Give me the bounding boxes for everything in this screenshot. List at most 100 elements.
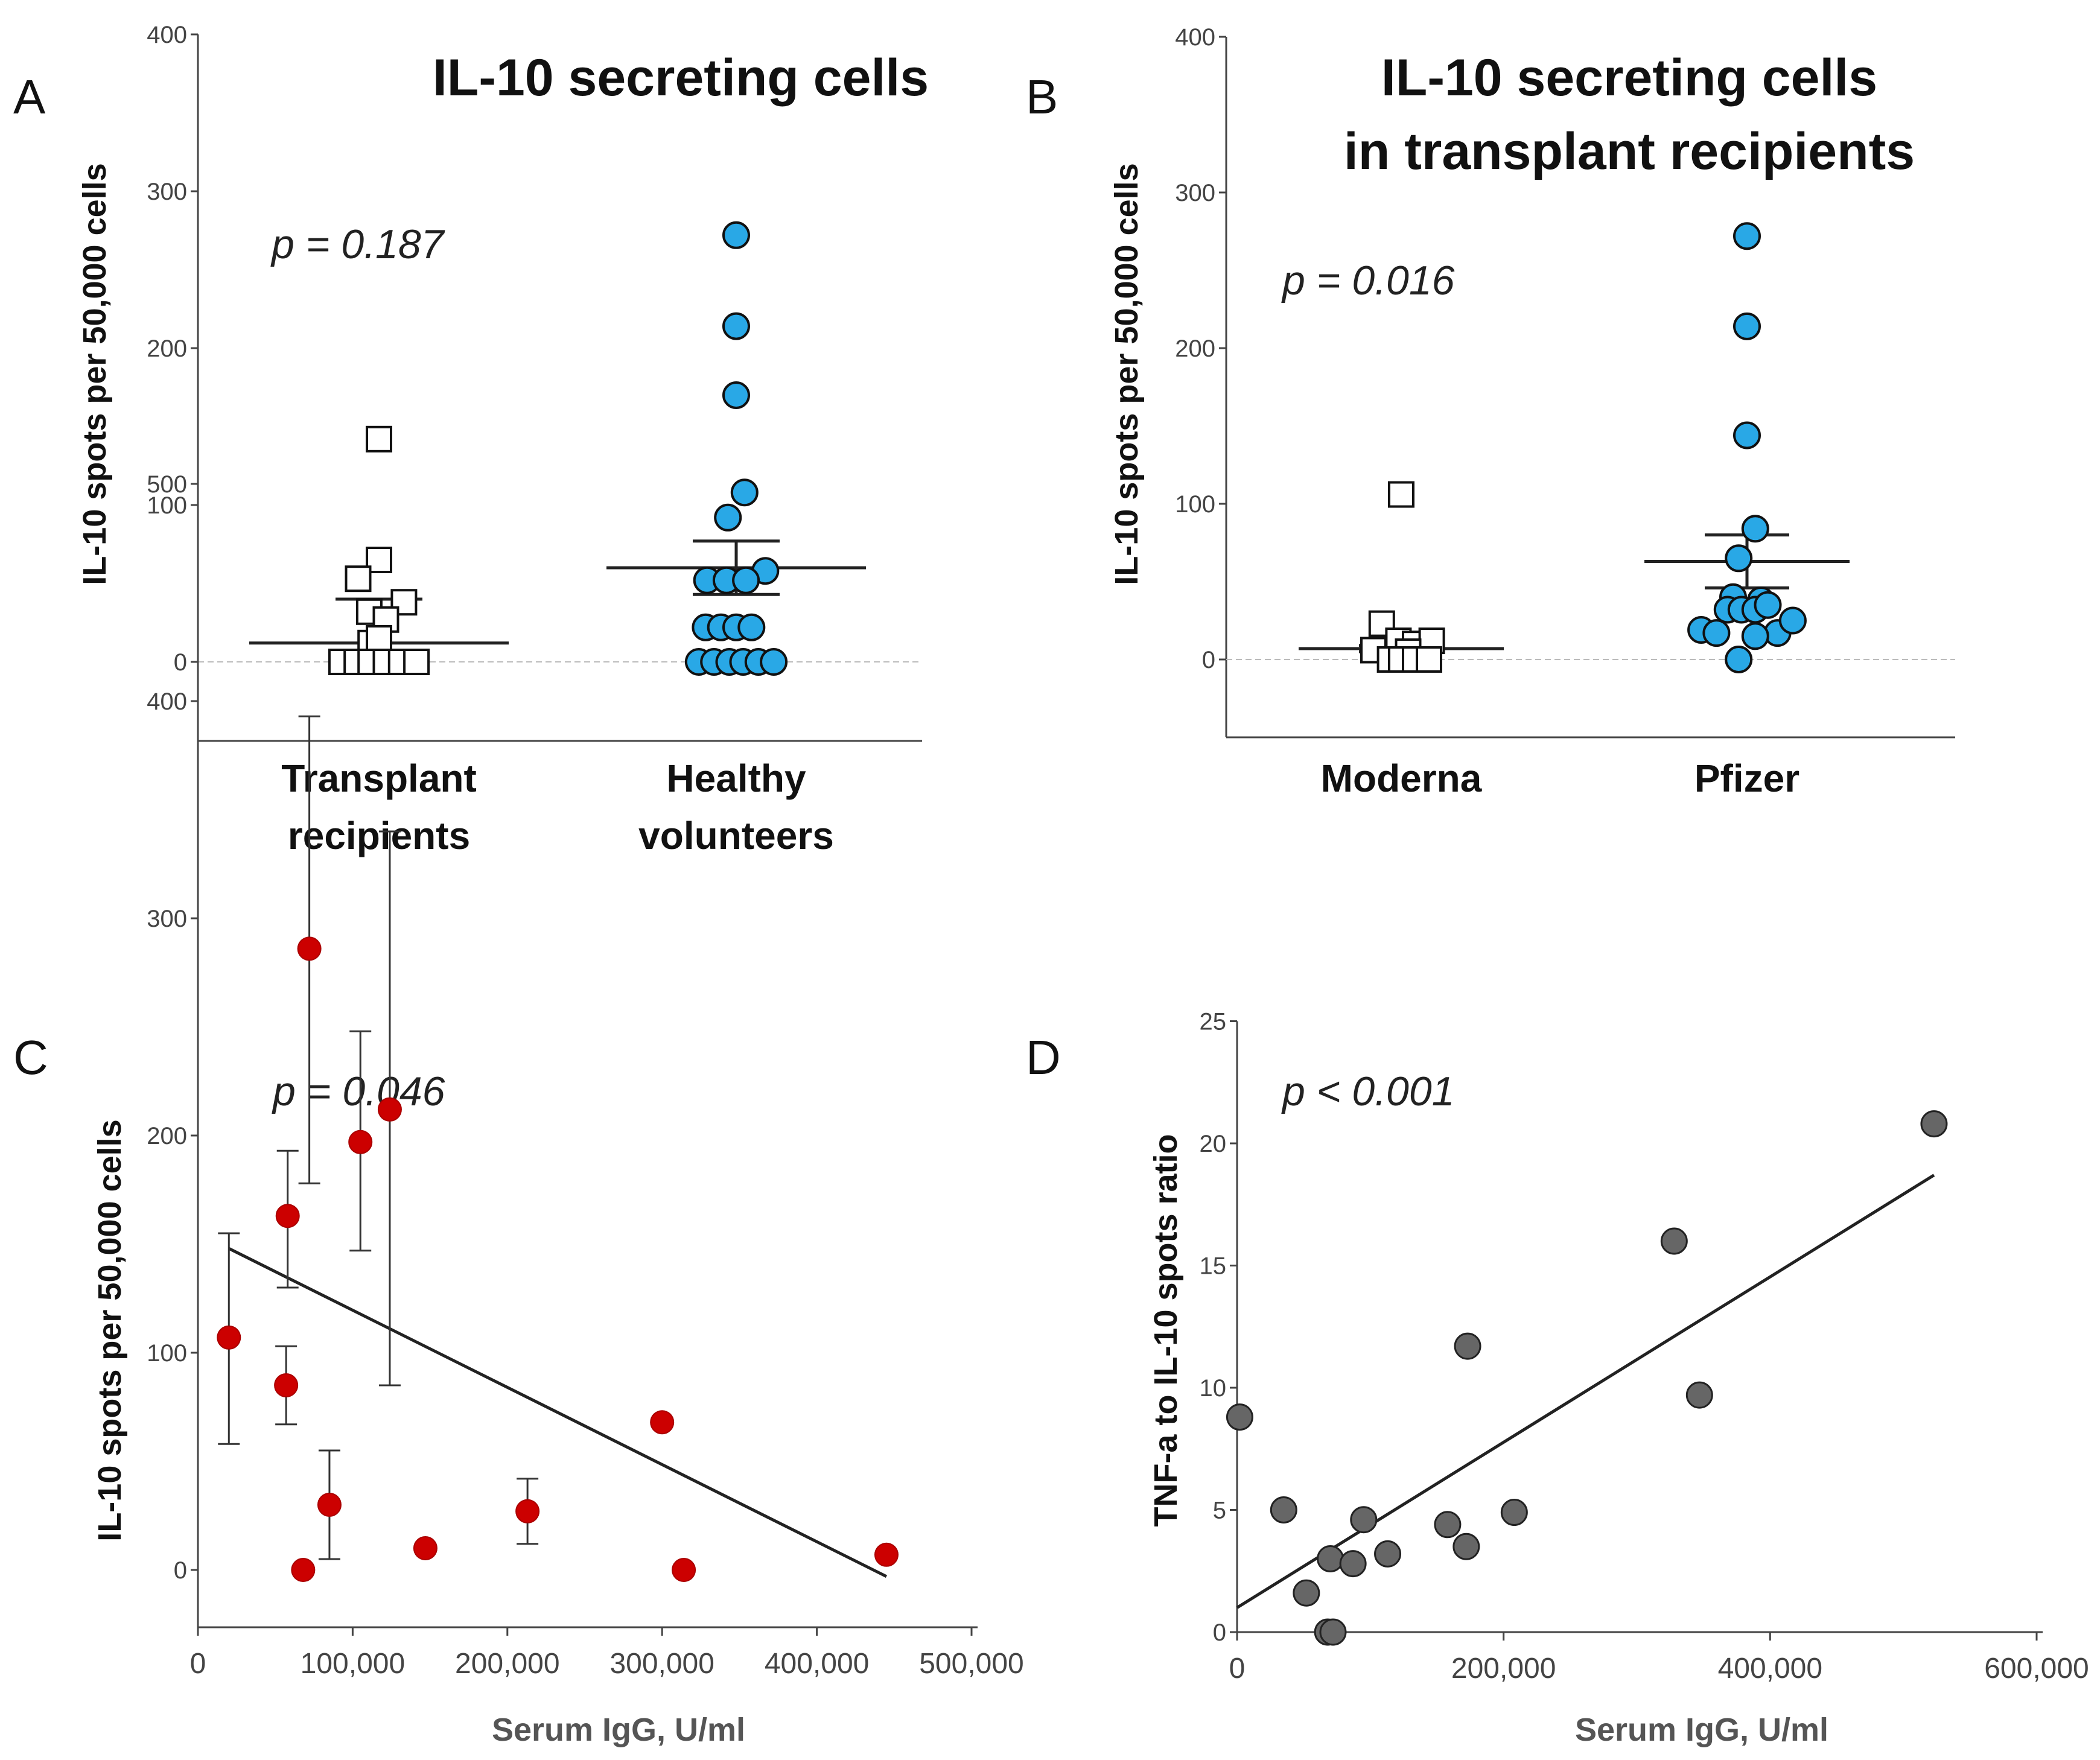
panel-a-y-tick-label-2: 200 (147, 335, 187, 362)
panel-c-y-tick-label-4: 400 (147, 688, 187, 715)
panel-label-b: B (1026, 70, 1058, 124)
panel-d-point-0 (1226, 1403, 1253, 1431)
panel-d-y-tick-label-5: 25 (1200, 1009, 1227, 1035)
panel-b-point-1-12 (1702, 619, 1731, 647)
panel-b-y-tick-label-0: 0 (1202, 647, 1215, 673)
panel-d-x-axis-label: Serum IgG, U/ml (1575, 1712, 1828, 1748)
panel-c-x-tick-label-3: 300,000 (609, 1648, 714, 1680)
panel-d-point-9 (1434, 1511, 1462, 1539)
panel-b-y-tick-label-3: 300 (1175, 180, 1215, 206)
panel-c-point-1 (274, 1373, 299, 1397)
panel-c-point-6 (348, 1129, 373, 1154)
panel-b-y-tick-label-4: 400 (1175, 24, 1215, 51)
panel-c-y-axis-label: IL-10 spots per 50,000 cells (92, 1119, 128, 1541)
panel-a-point-0-2 (345, 565, 372, 592)
panel-label-a: A (13, 70, 46, 124)
panel-c-x-tick-label-1: 100,000 (301, 1648, 406, 1680)
panel-c-point-11 (672, 1558, 696, 1582)
panel-c-point-12 (874, 1542, 899, 1567)
panel-a-y-tick-label-1: 100 (147, 492, 187, 519)
panel-d-y-tick-label-2: 10 (1200, 1375, 1227, 1402)
panel-b-title-line-2: in transplant recipients (1344, 122, 1915, 180)
panel-a-category-label-0-1: recipients (288, 814, 470, 857)
panel-c-trendline (228, 1247, 888, 1578)
panel-d-y-tick-label-4: 20 (1200, 1131, 1227, 1157)
panel-d-point-12 (1500, 1499, 1528, 1526)
panel-c-p-value: p = 0.046 (272, 1069, 445, 1114)
panel-c: C p = 0.046 IL-10 spots per 50,000 cells… (13, 471, 1024, 1748)
panel-a-point-1-3 (730, 478, 759, 507)
panel-a: A IL-10 secreting cells p = 0.187 IL-10 … (13, 22, 929, 857)
panel-b-point-1-16 (1741, 622, 1769, 650)
panel-a-y-tick-label-4: 400 (147, 22, 187, 48)
panel-label-d: D (1026, 1031, 1061, 1084)
panel-b-category-label-1-0: Pfizer (1694, 757, 1799, 800)
panel-a-point-1-8 (732, 566, 760, 594)
panel-d-point-13 (1660, 1227, 1688, 1255)
panel-d-y-tick-label-0: 0 (1213, 1619, 1226, 1646)
panel-a-point-1-4 (714, 503, 742, 532)
panel-b-y-axis-label: IL-10 spots per 50,000 cells (1109, 163, 1145, 585)
panel-d-point-2 (1293, 1579, 1320, 1607)
panel-a-point-1-0 (722, 221, 750, 249)
panel-c-point-4 (297, 936, 322, 961)
panel-b-point-1-14 (1778, 606, 1807, 635)
panel-b-point-0-10 (1416, 646, 1442, 673)
panel-b-category-label-0-0: Moderna (1321, 757, 1482, 800)
panel-b-y-tick-label-2: 200 (1175, 335, 1215, 362)
panel-a-point-1-12 (737, 613, 766, 641)
panel-a-p-value: p = 0.187 (270, 221, 445, 267)
panel-d-point-14 (1685, 1381, 1713, 1409)
panel-b-point-1-10 (1754, 591, 1782, 619)
panel-a-title: IL-10 secreting cells (433, 49, 929, 107)
panel-c-point-2 (275, 1204, 300, 1228)
panel-b-point-1-15 (1725, 646, 1753, 673)
panel-c-y-tick-label-2: 200 (147, 1123, 187, 1149)
panel-d-x-tick-label-3: 600,000 (1984, 1653, 2089, 1685)
panel-d-point-10 (1452, 1533, 1480, 1560)
panel-b-y-tick-label-1: 100 (1175, 491, 1215, 518)
panel-a-point-0-7 (366, 625, 392, 652)
panel-c-point-0 (217, 1325, 241, 1350)
panel-c-point-8 (413, 1536, 438, 1560)
panel-d-point-11 (1454, 1332, 1481, 1360)
panel-d-y-tick-label-1: 5 (1213, 1498, 1226, 1524)
panel-d-y-tick-label-3: 15 (1200, 1253, 1227, 1280)
panel-b-p-value: p = 0.016 (1281, 258, 1455, 303)
panel-c-y-tick-label-5: 500 (147, 471, 187, 498)
panel-c-point-9 (515, 1499, 540, 1523)
panel-d-x-tick-label-2: 400,000 (1718, 1653, 1823, 1685)
panel-b-point-1-0 (1733, 222, 1761, 250)
panel-d: D p < 0.001 TNF-a to IL-10 spots ratio S… (1026, 1009, 2089, 1749)
panel-d-point-7 (1350, 1506, 1378, 1534)
panel-c-point-5 (317, 1493, 342, 1517)
panel-a-y-axis-label: IL-10 spots per 50,000 cells (77, 163, 113, 585)
panel-c-x-tick-label-5: 500,000 (919, 1648, 1024, 1680)
panel-c-x-tick-label-4: 400,000 (765, 1648, 870, 1680)
panel-b-point-1-3 (1741, 515, 1769, 543)
panel-a-point-0-13 (403, 649, 430, 675)
panel-a-point-0-0 (366, 425, 392, 453)
panel-c-x-tick-label-2: 200,000 (455, 1648, 560, 1680)
panel-b-point-0-0 (1388, 481, 1414, 508)
panel-a-category-label-1-0: Healthy (666, 757, 806, 800)
panel-a-y-tick-label-0: 0 (174, 649, 187, 676)
panel-b-point-1-1 (1733, 312, 1761, 340)
panel-d-point-5 (1317, 1545, 1344, 1572)
panel-a-category-label-0-0: Transplant (281, 757, 477, 800)
panel-d-point-8 (1374, 1540, 1402, 1568)
panel-a-point-1-1 (722, 312, 750, 340)
panel-c-x-tick-label-0: 0 (190, 1648, 206, 1680)
panel-b: B IL-10 secreting cells in transplant re… (1026, 24, 1955, 800)
panel-label-c: C (13, 1031, 48, 1084)
panel-d-trendline (1236, 1174, 1935, 1609)
panel-c-point-3 (291, 1558, 316, 1582)
panel-d-x-tick-label-0: 0 (1229, 1653, 1246, 1685)
panel-b-title-line-1: IL-10 secreting cells (1381, 49, 1877, 107)
panel-b-point-1-4 (1725, 544, 1753, 573)
panel-d-y-axis-label: TNF-a to IL-10 spots ratio (1148, 1134, 1184, 1526)
panel-d-point-4 (1319, 1618, 1347, 1646)
panel-c-y-tick-label-3: 300 (147, 906, 187, 932)
panel-d-x-tick-label-1: 200,000 (1451, 1653, 1556, 1685)
